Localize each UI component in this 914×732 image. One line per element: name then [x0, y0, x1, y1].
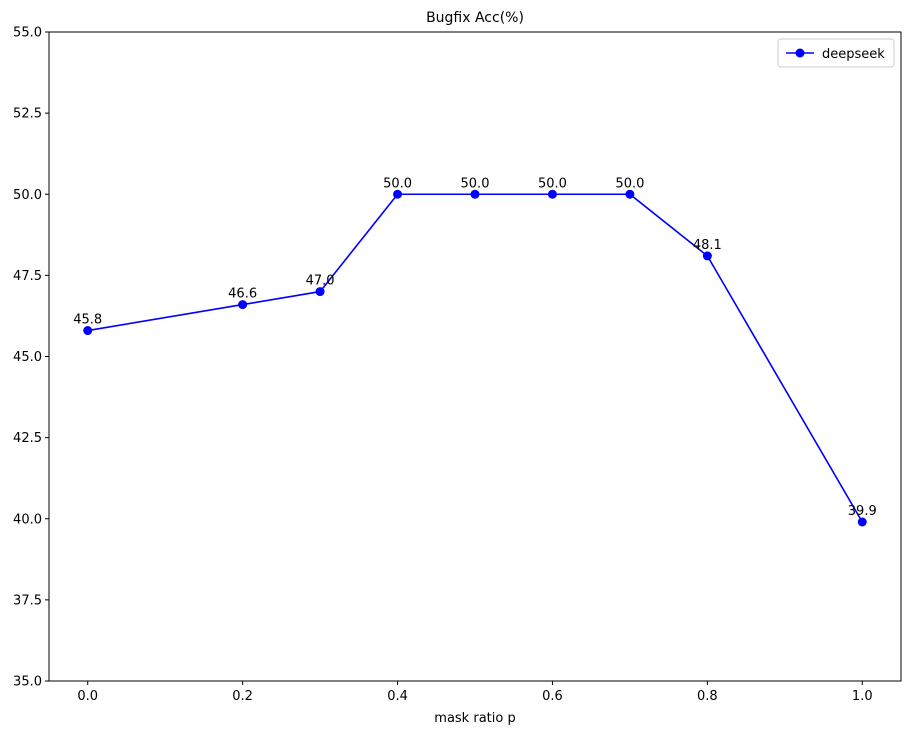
plot-series: 45.8 46.6 47.0 50.0 50.0 50.0 50.0 48.1 39.9: [73, 176, 877, 527]
data-label: 50.0: [383, 176, 412, 191]
legend-box: [777, 38, 895, 68]
legend-label-deepseek: deepseek: [822, 47, 885, 62]
data-label: 46.6: [228, 287, 257, 302]
data-label: 48.1: [693, 238, 722, 253]
data-label: 50.0: [538, 176, 567, 191]
y-tick-label: 45.0: [13, 350, 42, 365]
legend: deepseek: [777, 38, 895, 68]
data-label: 45.8: [73, 313, 102, 328]
series-line-deepseek: [87, 193, 863, 523]
y-tick-label: 50.0: [13, 188, 42, 203]
chart-title: Bugfix Acc(%): [426, 10, 524, 26]
data-point: [470, 189, 480, 199]
data-point: [315, 287, 325, 297]
data-point: [393, 189, 403, 199]
x-axis-label: mask ratio p: [434, 711, 515, 726]
x-tick-label: 1.0: [852, 689, 873, 704]
legend-marker-sample: [795, 48, 805, 58]
data-point: [238, 300, 248, 310]
data-label: 47.0: [306, 274, 335, 289]
x-tick-label: 0.8: [697, 689, 718, 704]
plot-frame: [48, 31, 902, 682]
data-label: 50.0: [615, 176, 644, 191]
y-tick-label: 47.5: [13, 269, 42, 284]
y-tick-label: 35.0: [13, 675, 42, 690]
y-tick-label: 42.5: [13, 431, 42, 446]
y-axis: 35.0 37.5 40.0 42.5 45.0 47.5 50.0 52.5 55.0: [13, 26, 49, 690]
y-tick-label: 40.0: [13, 512, 42, 527]
y-tick-label: 52.5: [13, 107, 42, 122]
x-tick-label: 0.6: [542, 689, 563, 704]
data-label: 50.0: [461, 176, 490, 191]
x-tick-label: 0.0: [77, 689, 98, 704]
data-point: [702, 251, 712, 261]
data-point: [83, 326, 93, 336]
y-tick-label: 37.5: [13, 593, 42, 608]
data-point: [857, 517, 867, 527]
x-axis: 0.0 0.2 0.4 0.6 0.8 1.0: [77, 681, 873, 704]
x-tick-label: 0.2: [232, 689, 253, 704]
x-tick-label: 0.4: [387, 689, 408, 704]
data-point: [625, 189, 635, 199]
y-tick-label: 55.0: [13, 26, 42, 41]
data-point: [547, 189, 557, 199]
data-label: 39.9: [848, 504, 877, 519]
